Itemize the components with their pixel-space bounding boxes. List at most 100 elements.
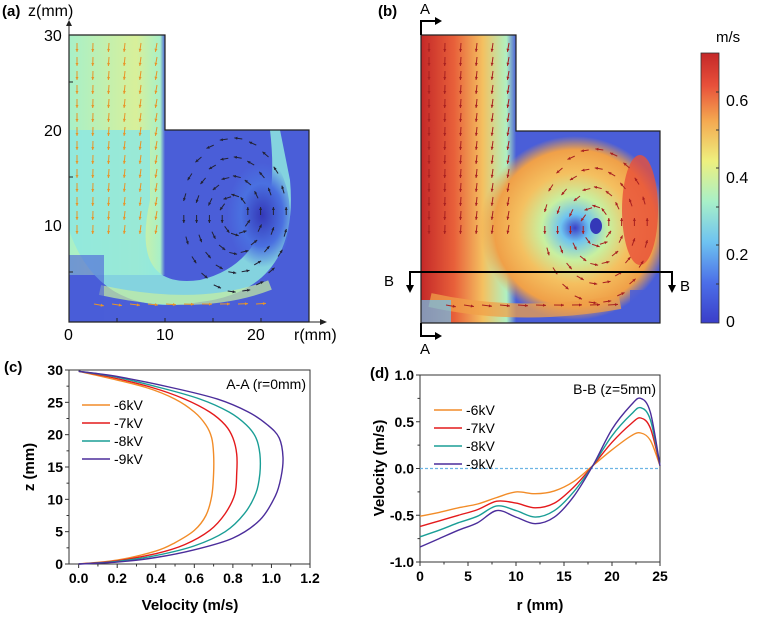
arrow-head-icon	[632, 218, 636, 221]
arrow-head-icon	[573, 246, 577, 250]
x-axis-label-d: r (mm)	[517, 597, 564, 614]
arrow-head-icon	[427, 161, 431, 164]
arrow-head-icon	[284, 207, 288, 210]
arrow-head-icon	[154, 303, 158, 307]
arrow-head-icon	[243, 230, 247, 234]
legend-label: -7kV	[114, 415, 143, 431]
arrow-head-icon	[279, 249, 283, 254]
arrow-head-icon	[623, 162, 627, 166]
arrow-head-icon	[122, 132, 126, 136]
arrow-head-icon	[634, 177, 638, 182]
arrow-head-icon	[427, 63, 431, 66]
x-tick-label: 0.8	[223, 570, 243, 586]
arrow-head-icon	[75, 49, 79, 52]
arrow-head-icon	[556, 210, 560, 214]
arrow-head-icon	[107, 90, 111, 94]
arrow-head-icon	[474, 104, 478, 108]
section-a-label: A	[420, 1, 430, 18]
arrow-head-icon	[459, 118, 463, 122]
arrow-head-icon	[75, 91, 79, 94]
arrow-head-icon	[459, 62, 463, 66]
arrow-head-icon	[107, 146, 111, 150]
arrow-head-icon	[154, 146, 158, 150]
arrow-head-icon	[107, 62, 111, 66]
arrow-head-icon	[208, 166, 213, 170]
arrow-head-icon	[118, 303, 122, 307]
x-tick-label: 0	[416, 568, 424, 584]
arrow-head-icon	[459, 202, 463, 206]
arrow-head-icon	[427, 105, 431, 108]
arrow-down-icon	[406, 285, 414, 293]
arrow-head-icon	[474, 132, 478, 136]
x-axis-label-c: Velocity (m/s)	[142, 597, 239, 614]
arrow-head-icon	[75, 105, 79, 108]
arrow-head-icon	[583, 257, 587, 262]
arrow-head-icon	[107, 48, 111, 52]
arrow-head-icon	[75, 147, 79, 150]
y-tick-label: -1.0	[390, 554, 414, 570]
arrow-right-icon	[435, 17, 442, 25]
arrow-head-icon	[543, 231, 547, 234]
arrow-head-icon	[107, 230, 111, 234]
arrow-head-icon	[154, 76, 158, 80]
colorbar-tick: 0.4	[726, 170, 748, 187]
x-tick-label: 0.4	[146, 570, 166, 586]
arrow-head-icon	[219, 266, 223, 269]
y-tick-label: 15	[47, 459, 63, 475]
arrow-head-icon	[75, 133, 79, 136]
arrow-head-icon	[154, 216, 158, 220]
arrow-head-icon	[154, 104, 158, 108]
arrow-head-icon	[100, 303, 104, 307]
panel-a: (a) z(mm) 30 20 10 0 10 20 r(mm)	[2, 3, 337, 344]
arrow-head-icon	[91, 48, 95, 52]
panel-b-label: (b)	[378, 3, 397, 20]
arrow-head-icon	[154, 188, 158, 192]
arrow-head-icon	[490, 174, 494, 178]
arrow-head-icon	[474, 90, 478, 94]
arrow-head-icon	[107, 132, 111, 136]
arrow-head-icon	[427, 217, 431, 220]
arrow-head-icon	[506, 76, 510, 80]
arrow-head-icon	[185, 241, 189, 245]
arrow-head-icon	[122, 216, 126, 220]
arrow-head-icon	[427, 231, 431, 234]
arrow-head-icon	[594, 263, 599, 267]
arrow-head-icon	[546, 252, 550, 256]
arrow-head-icon	[578, 303, 582, 307]
arrow-head-icon	[226, 302, 230, 306]
arrow-head-icon	[443, 132, 447, 136]
arrow-head-icon	[569, 177, 574, 181]
arrow-head-icon	[596, 303, 600, 307]
velocity-arrows-b	[427, 42, 649, 308]
plot-lines-c	[78, 370, 284, 565]
arrow-head-icon	[506, 230, 510, 234]
arrow-head-icon	[190, 302, 194, 306]
arrow-head-icon	[91, 90, 95, 94]
legend-d: -6kV -7kV -8kV -9kV	[434, 402, 495, 472]
x-tick-label: 1.2	[300, 570, 320, 586]
section-a-marker	[420, 20, 437, 337]
arrow-head-icon	[138, 62, 142, 66]
arrow-head-icon	[506, 146, 510, 150]
arrow-head-icon	[217, 285, 222, 289]
arrow-head-icon	[490, 230, 494, 234]
arrow-head-icon	[244, 179, 248, 184]
arrow-head-icon	[154, 62, 158, 66]
arrow-head-icon	[193, 259, 197, 264]
arrow-head-icon	[427, 147, 431, 150]
arrow-head-icon	[138, 146, 142, 150]
arrow-head-icon	[253, 240, 258, 244]
arrow-head-icon	[212, 186, 217, 190]
arrow-head-icon	[221, 177, 225, 181]
arrow-head-icon	[247, 219, 251, 224]
arrow-head-icon	[122, 188, 126, 192]
arrow-head-icon	[474, 160, 478, 164]
arrow-head-icon	[561, 191, 565, 196]
arrow-head-icon	[490, 76, 494, 80]
arrow-head-icon	[606, 260, 610, 264]
y-tick-label: 10	[47, 491, 63, 507]
chart-c-title: A-A (r=0mm)	[226, 376, 306, 392]
arrow-head-icon	[490, 132, 494, 136]
arrow-head-icon	[620, 182, 624, 187]
